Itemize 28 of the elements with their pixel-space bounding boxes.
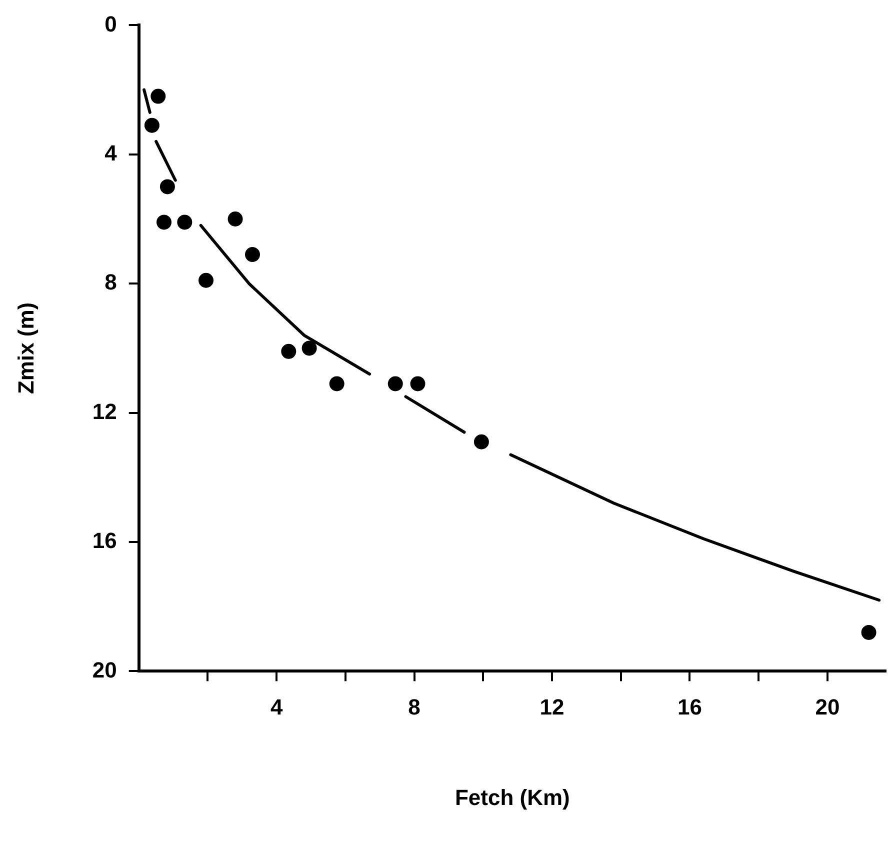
point [329,376,344,392]
y-tick-label: 16 [92,528,117,554]
point [177,214,192,230]
y-tick-label: 20 [92,657,117,682]
y-tick-label: 4 [104,140,118,166]
y-axis-title: Zmix (m) [13,302,38,394]
point [156,214,172,230]
point [281,344,296,359]
x-tick-label: 20 [815,694,840,720]
x-tick-label: 16 [678,694,702,720]
point [410,376,426,392]
y-tick-label: 12 [92,398,117,424]
x-tick-label: 12 [540,694,564,720]
point [160,179,175,194]
point [228,212,243,226]
point [302,340,317,356]
x-axis-title: Fetch (Km) [454,784,570,810]
y-tick-label: 0 [104,11,117,36]
point [861,624,876,640]
y-tick-label: 8 [104,270,117,295]
x-tick-label: 4 [270,694,284,720]
point [150,88,166,104]
point [244,247,260,262]
point [144,118,160,133]
point [198,272,214,288]
x-tick-label: 8 [408,694,420,720]
point [474,434,489,450]
point [388,376,403,392]
